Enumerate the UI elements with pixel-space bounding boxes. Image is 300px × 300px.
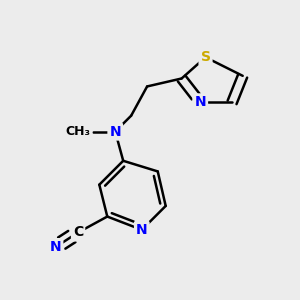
Text: N: N	[136, 223, 148, 237]
Text: N: N	[50, 240, 61, 254]
Text: N: N	[194, 95, 206, 110]
Text: N: N	[110, 124, 121, 139]
Text: CH₃: CH₃	[66, 125, 91, 138]
Text: C: C	[73, 226, 83, 239]
Text: S: S	[200, 50, 211, 64]
